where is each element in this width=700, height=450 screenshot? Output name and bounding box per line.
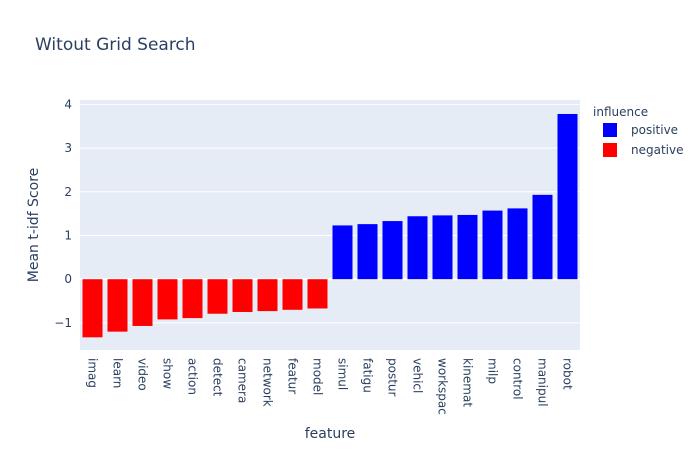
x-tick-label: network: [261, 358, 275, 407]
bar-model[interactable]: [307, 279, 328, 309]
legend-title: influence: [593, 105, 648, 119]
bar-workspac[interactable]: [432, 215, 453, 280]
x-axis-title: feature: [305, 426, 356, 442]
x-tick-label: manipul: [536, 358, 550, 407]
y-tick-label: 3: [64, 141, 72, 155]
legend-swatch-positive[interactable]: [603, 123, 617, 137]
bar-vehicl[interactable]: [407, 216, 428, 280]
x-tick-label: kinemat: [461, 358, 475, 407]
x-tick-label: action: [186, 358, 200, 395]
x-tick-label: simul: [336, 358, 350, 390]
x-tick-label: vehicl: [411, 358, 425, 393]
y-tick-label: 1: [64, 228, 72, 242]
bar-video[interactable]: [132, 279, 153, 326]
bar-network[interactable]: [257, 279, 278, 312]
x-axis-ticks: imag learn video show action detect camera netw…: [86, 358, 575, 415]
bar-fatigu[interactable]: [357, 224, 378, 280]
bar-milp[interactable]: [482, 210, 503, 280]
x-tick-label: detect: [211, 358, 225, 397]
legend-swatch-negative[interactable]: [603, 143, 617, 157]
y-axis-ticks: −1 0 1 2 3 4: [54, 97, 72, 330]
y-tick-label: −1: [54, 316, 72, 330]
y-tick-label: 4: [64, 97, 72, 111]
x-tick-label: learn: [111, 358, 125, 388]
legend-label-positive[interactable]: positive: [631, 123, 678, 137]
bar-kinemat[interactable]: [457, 214, 478, 280]
x-tick-label: control: [511, 358, 525, 400]
bar-postur[interactable]: [382, 221, 403, 280]
chart-title: Witout Grid Search: [35, 35, 196, 55]
bar-manipul[interactable]: [532, 194, 553, 280]
x-tick-label: featur: [286, 358, 300, 394]
bars: [82, 113, 578, 338]
y-axis-title: Mean t-idf Score: [26, 168, 42, 283]
legend-label-negative[interactable]: negative: [631, 143, 683, 157]
legend: influence positive negative: [593, 105, 683, 157]
x-tick-label: fatigu: [361, 358, 375, 393]
bar-show[interactable]: [157, 279, 178, 320]
x-tick-label: show: [161, 358, 175, 389]
y-tick-label: 2: [64, 185, 72, 199]
x-tick-label: imag: [86, 358, 100, 388]
x-tick-label: milp: [486, 358, 500, 384]
bar-featur[interactable]: [282, 279, 303, 310]
plot-area: [80, 100, 580, 350]
bar-camera[interactable]: [232, 279, 253, 312]
y-tick-label: 0: [64, 272, 72, 286]
bar-imag[interactable]: [82, 279, 103, 338]
bar-action[interactable]: [182, 279, 203, 319]
x-tick-label: robot: [561, 358, 575, 390]
bar-robot[interactable]: [557, 113, 578, 280]
bar-detect[interactable]: [207, 279, 228, 314]
x-tick-label: video: [136, 358, 150, 391]
bar-simul[interactable]: [332, 225, 353, 280]
bar-learn[interactable]: [107, 279, 128, 332]
x-tick-label: postur: [386, 358, 400, 397]
x-tick-label: workspac: [436, 358, 450, 415]
x-tick-label: camera: [236, 358, 250, 403]
bar-control[interactable]: [507, 208, 528, 280]
x-tick-label: model: [311, 358, 325, 395]
